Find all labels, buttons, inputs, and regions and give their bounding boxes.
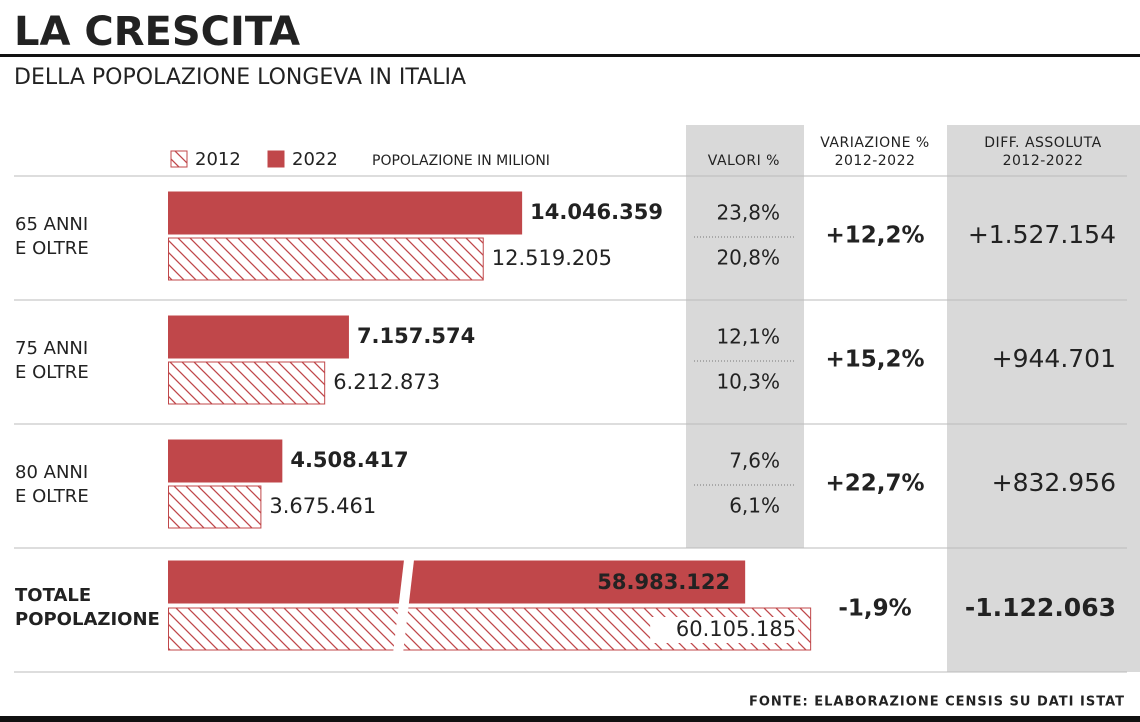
diff-label: +832.956 (992, 468, 1116, 497)
legend-swatch (267, 150, 285, 168)
value-label: 14.046.359 (530, 200, 663, 224)
change-label: +15,2% (825, 347, 924, 373)
bar (168, 315, 349, 359)
value-label: 7.157.574 (357, 324, 475, 348)
change-label: +22,7% (825, 471, 924, 497)
bar (168, 361, 326, 405)
column-header: VALORI % (708, 153, 780, 169)
bar (168, 439, 283, 483)
category-label: 75 ANNI (15, 338, 88, 359)
value-label: 60.105.185 (676, 617, 796, 641)
share-label: 20,8% (716, 246, 780, 270)
legend-swatch (170, 150, 188, 168)
category-label: POPOLAZIONE (15, 609, 160, 630)
bottom-rule (0, 716, 1140, 722)
share-label: 12,1% (716, 325, 780, 349)
change-label: -1,9% (838, 596, 911, 622)
column-shade (686, 125, 804, 548)
column-header: 2012-2022 (835, 153, 916, 169)
bar (168, 191, 523, 235)
source: FONTE: ELABORAZIONE CENSIS SU DATI ISTAT (749, 695, 1125, 710)
legend-label: 2012 (195, 149, 241, 170)
label-backdrop (650, 617, 799, 643)
category-label: TOTALE (15, 585, 91, 606)
value-label: 3.675.461 (269, 494, 376, 518)
diff-label: +1.527.154 (968, 220, 1116, 249)
diff-label: +944.701 (992, 344, 1116, 373)
share-label: 23,8% (716, 201, 780, 225)
title: LA CRESCITA (14, 9, 300, 55)
share-label: 10,3% (716, 370, 780, 394)
category-label: 65 ANNI (15, 214, 88, 235)
column-header: VARIAZIONE % (820, 135, 930, 151)
unit-label: POPOLAZIONE IN MILIONI (372, 153, 550, 169)
value-label: 12.519.205 (492, 246, 612, 270)
column-shade (947, 125, 1140, 672)
value-label: 6.212.873 (333, 370, 440, 394)
share-label: 7,6% (729, 449, 780, 473)
column-header: 2012-2022 (1003, 153, 1084, 169)
diff-label: -1.122.063 (965, 593, 1116, 622)
change-label: +12,2% (825, 223, 924, 249)
value-label: 58.983.122 (597, 570, 730, 594)
category-label: 80 ANNI (15, 462, 88, 483)
share-label: 6,1% (729, 494, 780, 518)
category-label: E OLTRE (15, 486, 89, 507)
value-label: 4.508.417 (290, 448, 408, 472)
bar (168, 485, 262, 529)
axis-break (392, 560, 414, 662)
category-label: E OLTRE (15, 238, 89, 259)
title-rule (0, 54, 1140, 57)
subtitle: DELLA POPOLAZIONE LONGEVA IN ITALIA (14, 65, 466, 90)
column-header: DIFF. ASSOLUTA (984, 135, 1101, 151)
bar (168, 560, 746, 604)
legend-label: 2022 (292, 149, 338, 170)
category-label: E OLTRE (15, 362, 89, 383)
bar (168, 237, 484, 281)
